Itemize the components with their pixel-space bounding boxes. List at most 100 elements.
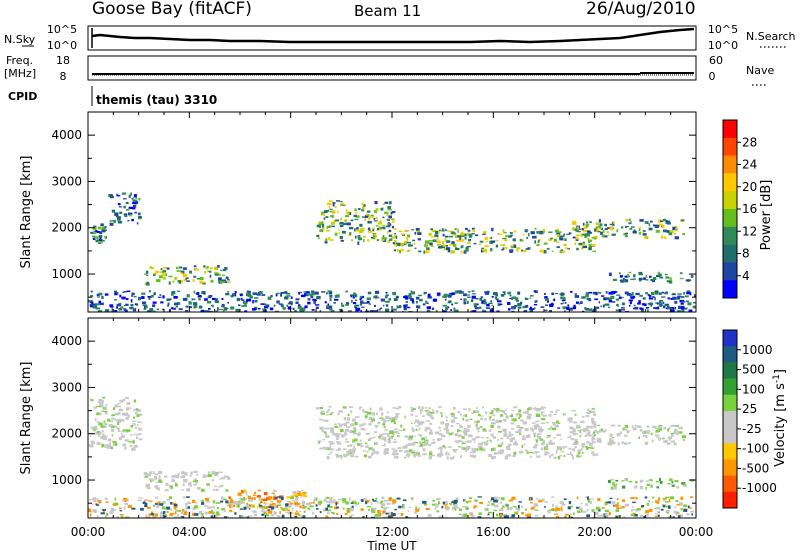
echo-cell xyxy=(387,438,391,441)
echo-cell xyxy=(170,502,173,505)
echo-cell xyxy=(142,501,146,504)
echo-cell xyxy=(186,496,190,498)
colorbar-swatch xyxy=(723,120,737,139)
echo-cell xyxy=(574,422,577,424)
echo-cell xyxy=(276,300,280,304)
echo-cell xyxy=(131,295,133,297)
echo-cell xyxy=(451,241,455,244)
echo-cell xyxy=(455,433,459,436)
echo-cell xyxy=(101,240,105,242)
echo-cell xyxy=(394,233,396,235)
echo-cell xyxy=(664,291,669,294)
echo-cell xyxy=(497,233,500,235)
echo-cell xyxy=(467,232,469,236)
echo-cell xyxy=(516,413,519,417)
echo-cell xyxy=(223,307,228,311)
echo-cell xyxy=(286,295,291,297)
echo-cell xyxy=(407,454,409,458)
echo-cell xyxy=(111,308,114,311)
echo-cell xyxy=(444,245,449,247)
echo-cell xyxy=(630,226,635,228)
echo-cell xyxy=(514,305,518,308)
echo-cell xyxy=(651,485,653,488)
echo-cell xyxy=(541,498,545,502)
echo-cell xyxy=(226,281,231,283)
echo-cell xyxy=(348,497,351,501)
echo-cell xyxy=(591,436,595,439)
echo-cell xyxy=(587,431,591,435)
echo-cell xyxy=(114,292,117,296)
echo-cell xyxy=(605,297,610,301)
echo-cell xyxy=(499,513,503,517)
echo-cell xyxy=(536,243,540,246)
echo-cell xyxy=(518,417,521,420)
echo-cell xyxy=(131,218,134,222)
echo-cell xyxy=(407,510,410,512)
echo-cell xyxy=(110,310,113,312)
echo-cell xyxy=(495,240,499,242)
echo-cell xyxy=(243,304,247,307)
echo-cell xyxy=(395,414,399,418)
echo-cell xyxy=(340,434,345,438)
echo-cell xyxy=(479,501,484,505)
echo-cell xyxy=(564,446,568,448)
echo-cell xyxy=(417,305,421,309)
echo-cell xyxy=(473,441,476,444)
echo-cell xyxy=(555,507,561,511)
echo-cell xyxy=(592,431,596,435)
echo-cell xyxy=(483,441,487,445)
echo-cell xyxy=(427,310,431,312)
echo-cell xyxy=(149,308,154,312)
echo-cell xyxy=(438,406,442,408)
echo-cell xyxy=(588,291,593,294)
echo-cell xyxy=(572,227,575,231)
echo-cell xyxy=(438,229,441,232)
echo-cell xyxy=(298,292,301,295)
echo-cell xyxy=(471,293,476,295)
echo-cell xyxy=(663,292,667,295)
echo-cell xyxy=(486,303,490,307)
echo-cell xyxy=(208,506,213,509)
echo-cell xyxy=(638,271,643,275)
beam-title: Beam 11 xyxy=(354,2,421,20)
echo-cell xyxy=(376,451,379,455)
nave-tick-bottom: 0 xyxy=(709,70,716,83)
echo-cell xyxy=(354,218,359,221)
echo-cell xyxy=(243,506,247,510)
echo-cell xyxy=(446,419,448,422)
echo-cell xyxy=(114,418,116,421)
echo-cell xyxy=(265,304,270,308)
echo-cell xyxy=(384,428,388,431)
echo-cell xyxy=(646,425,650,428)
echo-cell xyxy=(228,502,232,506)
echo-cell xyxy=(100,401,104,405)
echo-cell xyxy=(490,308,494,311)
echo-cell xyxy=(466,300,469,304)
echo-cell xyxy=(136,200,139,204)
time-tick-label: 12:00 xyxy=(375,525,410,539)
echo-cell xyxy=(299,291,302,293)
echo-cell xyxy=(546,421,549,424)
echo-cell xyxy=(205,310,210,312)
echo-cell xyxy=(134,211,137,214)
echo-cell xyxy=(335,453,339,456)
echo-cell xyxy=(120,513,124,516)
echo-cell xyxy=(327,290,332,293)
echo-cell xyxy=(529,451,533,454)
echo-cell xyxy=(97,401,100,403)
time-tick-label: 04:00 xyxy=(172,525,207,539)
echo-cell xyxy=(560,451,565,453)
echo-cell xyxy=(490,440,493,443)
echo-cell xyxy=(509,415,513,418)
echo-cell xyxy=(304,293,309,297)
echo-cell xyxy=(608,479,611,484)
echo-cell xyxy=(114,413,119,416)
echo-cell xyxy=(368,217,371,221)
echo-cell xyxy=(646,511,649,514)
echo-cell xyxy=(556,241,560,243)
echo-cell xyxy=(318,237,320,240)
echo-cell xyxy=(327,504,331,508)
echo-cell xyxy=(275,310,280,312)
echo-cell xyxy=(476,407,478,409)
echo-cell xyxy=(161,274,166,276)
